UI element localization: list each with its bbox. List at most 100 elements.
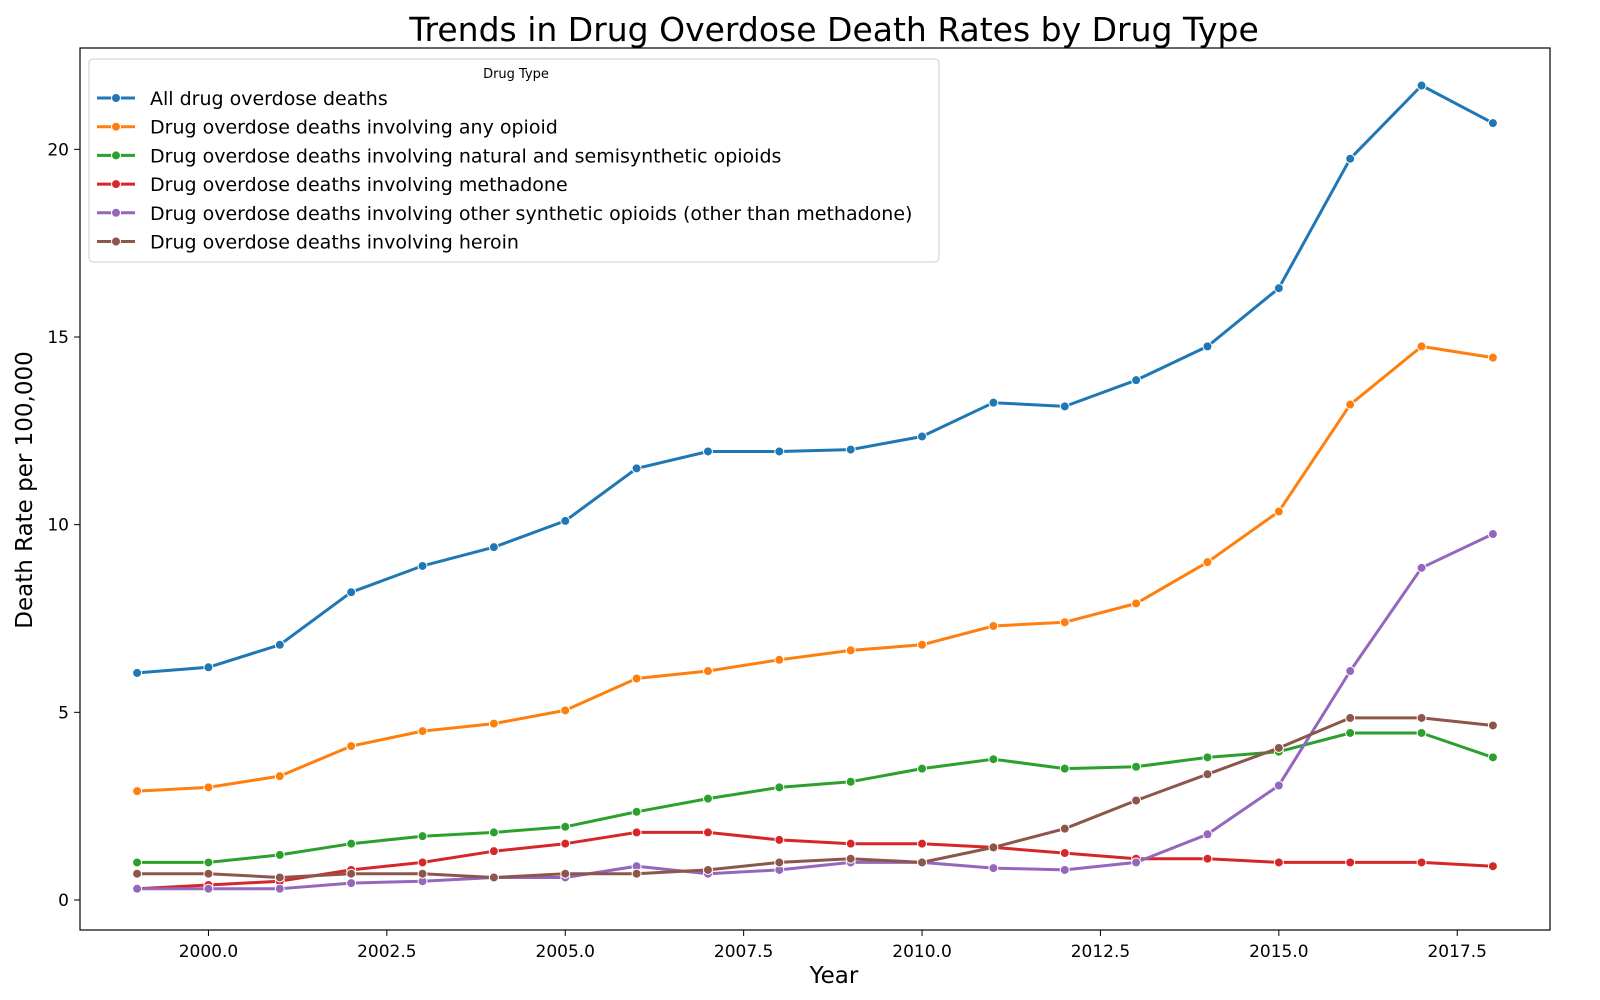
data-point (1131, 598, 1142, 609)
data-point (132, 667, 143, 678)
data-point (774, 782, 785, 793)
series-group (132, 341, 1498, 797)
plot-frame (79, 47, 1551, 931)
data-point (417, 560, 428, 571)
data-point (1202, 341, 1213, 352)
data-point (1202, 853, 1213, 864)
x-tick-label: 2000.0 (179, 942, 238, 962)
data-point (417, 726, 428, 737)
data-point (1059, 401, 1070, 412)
data-point (1059, 823, 1070, 834)
data-point (917, 857, 928, 868)
legend-label: Drug overdose deaths involving heroin (150, 232, 519, 254)
x-axis: 2000.0 2002.5 2005.0 2007.5 2010.0 2012.5 2015… (179, 930, 1487, 962)
data-point (1416, 857, 1427, 868)
legend-label: Drug overdose deaths involving natural a… (150, 145, 781, 167)
x-tick-label: 2002.5 (357, 942, 416, 962)
data-point (631, 806, 642, 817)
y-axis-label: Death Rate per 100,000 (12, 351, 38, 629)
x-tick-label: 2007.5 (714, 942, 773, 962)
data-point (1416, 80, 1427, 91)
data-point (702, 666, 713, 677)
data-point (702, 827, 713, 838)
data-point (417, 857, 428, 868)
data-point (845, 444, 856, 455)
data-point (560, 868, 571, 879)
data-point (1131, 857, 1142, 868)
x-tick-label: 2015.0 (1249, 942, 1308, 962)
data-point (988, 863, 999, 874)
data-point (917, 838, 928, 849)
data-point (917, 639, 928, 650)
data-point (845, 776, 856, 787)
y-tick-label: 5 (58, 703, 69, 723)
data-point (1416, 341, 1427, 352)
legend-marker (111, 93, 121, 103)
data-point (988, 620, 999, 631)
data-point (488, 872, 499, 883)
legend-item: Drug overdose deaths involving other syn… (97, 203, 912, 225)
data-point (1273, 283, 1284, 294)
data-point (132, 786, 143, 797)
data-point (488, 846, 499, 857)
data-point (346, 741, 357, 752)
plot-area (132, 80, 1498, 894)
y-tick-label: 0 (58, 891, 69, 911)
series-line (135, 830, 1495, 891)
data-point (917, 431, 928, 442)
data-point (631, 868, 642, 879)
x-tick-label: 2005.0 (536, 942, 595, 962)
data-point (631, 827, 642, 838)
data-point (988, 842, 999, 853)
data-point (845, 645, 856, 656)
data-point (132, 883, 143, 894)
data-point (702, 864, 713, 875)
data-point (1059, 848, 1070, 859)
data-point (203, 857, 214, 868)
legend-label: All drug overdose deaths (150, 88, 388, 110)
legend-item: Drug overdose deaths involving methadone (97, 174, 568, 196)
data-point (274, 872, 285, 883)
data-point (346, 878, 357, 889)
data-point (203, 782, 214, 793)
legend-marker (111, 150, 121, 161)
data-point (1273, 506, 1284, 517)
data-point (774, 446, 785, 457)
data-point (274, 771, 285, 782)
data-point (488, 827, 499, 838)
data-point (845, 838, 856, 849)
data-point (774, 834, 785, 845)
data-point (560, 838, 571, 849)
series-line (135, 344, 1495, 793)
data-point (132, 868, 143, 879)
x-tick-label: 2010.0 (892, 942, 951, 962)
data-point (346, 587, 357, 598)
data-point (988, 754, 999, 765)
legend: Drug Type All drug overdose deaths Drug o… (88, 58, 940, 263)
data-point (560, 821, 571, 832)
data-point (1416, 562, 1427, 573)
data-point (417, 831, 428, 842)
data-point (1345, 727, 1356, 738)
legend-marker (111, 236, 121, 247)
y-tick-label: 20 (47, 140, 69, 160)
data-point (488, 542, 499, 553)
data-point (1202, 557, 1213, 568)
legend-item: All drug overdose deaths (97, 88, 388, 110)
data-point (631, 673, 642, 684)
legend-item: Drug overdose deaths involving any opioi… (97, 117, 558, 139)
data-point (1345, 666, 1356, 677)
data-point (1487, 352, 1498, 363)
legend-box (88, 58, 940, 263)
legend-items: All drug overdose deaths Drug overdose de… (97, 88, 912, 254)
series-line (135, 532, 1495, 891)
data-point (274, 849, 285, 860)
series-line (135, 84, 1495, 675)
data-point (1345, 399, 1356, 410)
data-point (417, 868, 428, 879)
series-line (135, 716, 1495, 879)
data-point (774, 857, 785, 868)
data-point (203, 662, 214, 673)
data-point (988, 397, 999, 408)
